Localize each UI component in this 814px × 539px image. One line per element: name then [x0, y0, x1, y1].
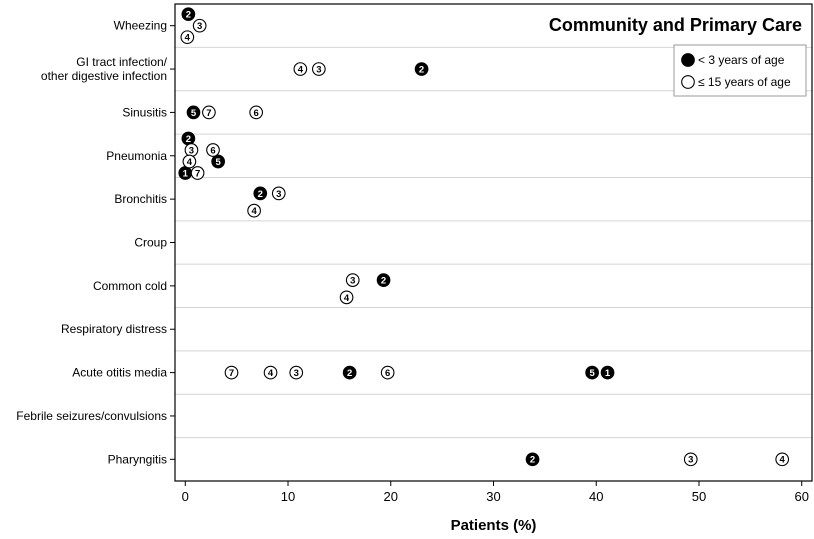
- x-tick-label: 60: [794, 489, 808, 504]
- svg-text:4: 4: [268, 368, 274, 379]
- point-under-15: 3: [345, 273, 360, 287]
- point-under-15: 3: [192, 18, 207, 33]
- legend-marker: [681, 75, 695, 89]
- point-under-3: 2: [181, 7, 196, 22]
- svg-text:4: 4: [298, 64, 304, 75]
- point-under-15: 7: [202, 105, 216, 120]
- point-under-15: 4: [775, 452, 790, 467]
- category-label: Wheezing: [114, 19, 167, 33]
- category-label: Pharyngitis: [108, 452, 167, 466]
- svg-text:2: 2: [347, 368, 352, 379]
- point-under-3: 5: [186, 105, 201, 120]
- category-label: GI tract infection/other digestive infec…: [41, 55, 168, 83]
- x-axis-title: Patients (%): [451, 517, 537, 534]
- svg-text:2: 2: [186, 10, 191, 21]
- svg-text:3: 3: [294, 368, 299, 379]
- point-under-3: 5: [211, 154, 226, 169]
- point-under-15: 6: [249, 105, 264, 120]
- chart-title: Community and Primary Care: [549, 15, 802, 35]
- point-under-15: 6: [206, 143, 220, 157]
- point-under-3: 5: [585, 365, 599, 380]
- point-under-15: 4: [293, 62, 308, 76]
- svg-text:3: 3: [189, 145, 194, 156]
- point-under-15: 3: [311, 62, 326, 76]
- point-under-15: 4: [180, 30, 195, 45]
- point-under-3: 2: [253, 186, 268, 201]
- svg-text:2: 2: [530, 455, 535, 466]
- legend-entry: < 3 years of age: [698, 53, 785, 67]
- svg-text:3: 3: [316, 64, 321, 75]
- x-tick-label: 20: [384, 489, 398, 504]
- category-labels: Wheezing GI tract infection/other digesti…: [16, 19, 175, 466]
- svg-text:5: 5: [216, 157, 222, 168]
- category-label: Acute otitis media: [72, 366, 167, 380]
- category-label: Croup: [134, 236, 167, 250]
- point-under-15: 4: [339, 290, 354, 305]
- category-label: Sinusitis: [122, 105, 167, 119]
- svg-text:3: 3: [688, 455, 693, 466]
- svg-text:5: 5: [589, 368, 595, 379]
- point-under-15: 3: [289, 365, 304, 380]
- x-tick-label: 50: [692, 489, 706, 504]
- point-under-15: 4: [182, 154, 197, 169]
- svg-text:3: 3: [350, 276, 355, 287]
- svg-text:2: 2: [381, 276, 386, 287]
- svg-text:1: 1: [183, 168, 189, 179]
- svg-text:5: 5: [191, 108, 197, 119]
- svg-text:7: 7: [195, 168, 200, 179]
- x-axis: 0 10 20 30 40 50 60: [182, 481, 809, 504]
- svg-text:4: 4: [187, 157, 193, 168]
- svg-text:4: 4: [185, 33, 191, 44]
- svg-text:6: 6: [210, 145, 215, 156]
- category-label: Common cold: [93, 279, 167, 293]
- svg-text:4: 4: [344, 293, 350, 304]
- x-tick-label: 0: [182, 489, 189, 504]
- point-under-15: 7: [224, 365, 239, 380]
- x-tick-label: 40: [589, 489, 603, 504]
- svg-text:3: 3: [197, 21, 202, 32]
- svg-text:6: 6: [254, 108, 259, 119]
- svg-text:2: 2: [419, 64, 424, 75]
- point-under-15: 6: [380, 365, 395, 380]
- svg-text:2: 2: [186, 134, 191, 145]
- point-under-3: 2: [342, 365, 357, 380]
- point-under-3: 2: [376, 273, 391, 287]
- svg-text:3: 3: [276, 189, 281, 200]
- point-under-3: 1: [600, 365, 615, 380]
- point-under-3: 2: [525, 452, 540, 467]
- x-tick-label: 10: [281, 489, 295, 504]
- x-tick-label: 30: [486, 489, 500, 504]
- point-under-15: 7: [190, 166, 205, 180]
- plot-frame: [174, 3, 813, 482]
- legend-marker: [681, 53, 695, 67]
- point-under-15: 3: [184, 143, 199, 157]
- svg-text:2: 2: [258, 189, 263, 200]
- svg-text:7: 7: [229, 368, 234, 379]
- legend: < 3 years of age ≤ 15 years of age: [673, 44, 807, 97]
- legend-box: [673, 44, 807, 97]
- point-under-15: 4: [247, 203, 261, 218]
- point-under-3: 2: [414, 62, 429, 76]
- point-under-3: 2: [181, 131, 196, 146]
- category-label: Bronchitis: [114, 192, 167, 206]
- svg-text:6: 6: [385, 368, 390, 379]
- svg-text:4: 4: [251, 206, 257, 217]
- category-label: Pneumonia: [106, 149, 167, 163]
- point-under-3: 1: [178, 166, 193, 180]
- legend-entry: ≤ 15 years of age: [698, 75, 791, 89]
- point-under-15: 3: [683, 452, 698, 467]
- category-label: Respiratory distress: [61, 322, 167, 336]
- grid-lines: [175, 46, 812, 439]
- svg-text:1: 1: [605, 368, 611, 379]
- svg-text:7: 7: [206, 108, 211, 119]
- svg-text:4: 4: [780, 455, 786, 466]
- category-label: Febrile seizures/convulsions: [16, 409, 167, 423]
- point-under-15: 3: [271, 186, 286, 201]
- point-under-15: 4: [263, 365, 278, 380]
